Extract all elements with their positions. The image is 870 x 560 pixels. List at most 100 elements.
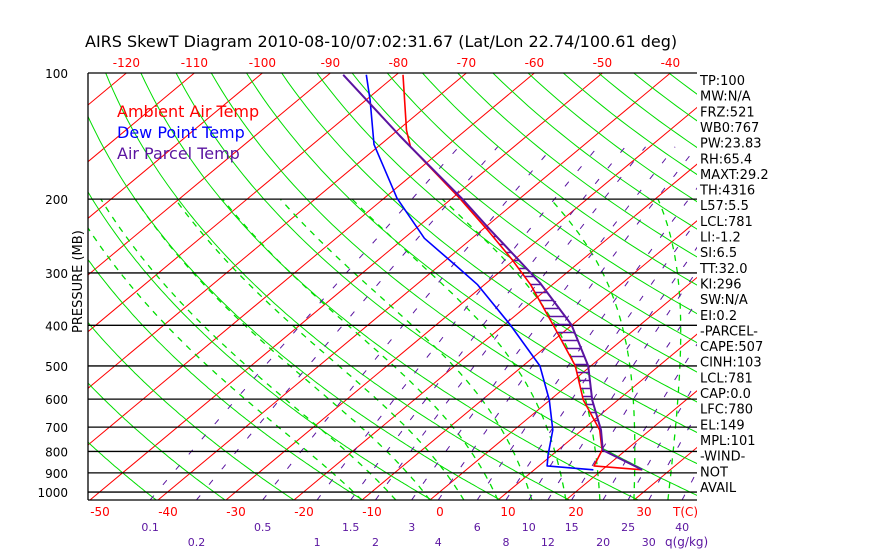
stat-item: LCL:781 bbox=[700, 371, 753, 386]
dry-adiabat-line bbox=[810, 73, 870, 500]
mixing-ratio-tick-label: 25 bbox=[621, 521, 635, 534]
pressure-tick-label: 800 bbox=[45, 445, 68, 459]
pressure-tick-label: 600 bbox=[45, 393, 68, 407]
mixing-ratio-line bbox=[505, 219, 697, 500]
stat-item: MAXT:29.2 bbox=[700, 168, 769, 183]
pressure-tick-label: 1000 bbox=[37, 486, 68, 500]
bottom-temp-tick-label: -20 bbox=[294, 505, 314, 519]
moist-adiabat-line bbox=[279, 198, 533, 500]
stats-panel: TP:100MW:N/AFRZ:521WB0:767PW:23.83RH:65.… bbox=[699, 74, 769, 496]
moist-adiabat-line bbox=[222, 198, 499, 500]
mixing-ratio-unit-label: q(g/kg) bbox=[665, 535, 708, 549]
mixing-ratio-tick-label: 1 bbox=[314, 536, 321, 549]
dry-adiabat-line bbox=[457, 73, 697, 258]
stat-item: PW:23.83 bbox=[700, 137, 762, 152]
stat-item: SW:N/A bbox=[700, 293, 748, 308]
dry-adiabat-line bbox=[88, 258, 364, 500]
mixing-ratio-line bbox=[476, 187, 697, 500]
pressure-tick-label: 900 bbox=[45, 467, 68, 481]
bottom-temp-tick-label: -50 bbox=[90, 505, 110, 519]
dry-adiabat-line bbox=[88, 441, 157, 500]
chart-title: AIRS SkewT Diagram 2010-08-10/07:02:31.6… bbox=[85, 32, 677, 51]
stat-item: CINH:103 bbox=[700, 356, 762, 371]
top-temp-tick-label: -80 bbox=[389, 56, 409, 70]
pressure-tick-label: 500 bbox=[45, 360, 68, 374]
isotherm-line bbox=[88, 73, 127, 106]
isotherm-line bbox=[88, 73, 331, 276]
moist-adiabat-line bbox=[351, 198, 567, 500]
stat-item: LFC:780 bbox=[700, 403, 753, 418]
stat-item: KI:296 bbox=[700, 277, 742, 292]
isotherm-line bbox=[89, 73, 603, 500]
stat-item: AVAIL bbox=[700, 481, 737, 496]
mixing-ratio-tick-label: 30 bbox=[642, 536, 656, 549]
legend-parcel: Air Parcel Temp bbox=[117, 144, 240, 163]
mixing-ratio-tick-label: 20 bbox=[596, 536, 610, 549]
bottom-temp-tick-label: -40 bbox=[158, 505, 178, 519]
isotherm-line bbox=[88, 73, 535, 446]
dry-adiabat-line bbox=[281, 73, 697, 403]
mixing-ratio-tick-label: 2 bbox=[372, 536, 379, 549]
pressure-tick-label: 200 bbox=[45, 193, 68, 207]
moist-adiabat-line bbox=[550, 198, 636, 500]
dry-adiabat-line bbox=[105, 73, 570, 500]
mixing-ratio-tick-label: 0.5 bbox=[254, 521, 272, 534]
mixing-ratio-tick-label: 6 bbox=[474, 521, 481, 534]
top-temp-tick-label: -120 bbox=[113, 56, 140, 70]
bottom-temp-tick-label: 20 bbox=[568, 505, 583, 519]
legend: Ambient Air Temp Dew Point Temp Air Parc… bbox=[117, 102, 259, 163]
top-temp-tick-label: -40 bbox=[661, 56, 681, 70]
isotherm-line bbox=[361, 220, 697, 500]
mixing-ratio-tick-label: 12 bbox=[541, 536, 555, 549]
pressure-tick-label: 300 bbox=[45, 267, 68, 281]
isotherm-line bbox=[88, 73, 195, 163]
grid-lines bbox=[0, 73, 870, 500]
moist-adiabat-line bbox=[441, 198, 601, 500]
stat-item: CAP:0.0 bbox=[700, 387, 751, 402]
top-temp-tick-label: -70 bbox=[457, 56, 477, 70]
isotherm-line bbox=[0, 73, 58, 500]
stat-item: -PARCEL- bbox=[700, 324, 758, 339]
stat-item: WB0:767 bbox=[700, 121, 759, 136]
dry-adiabat-line bbox=[88, 191, 432, 500]
axis-labels: 0.10.20.511.52346810121520253040q(g/kg)1… bbox=[37, 56, 708, 549]
mixing-ratio-tick-label: 4 bbox=[435, 536, 442, 549]
stat-item: LI:-1.2 bbox=[700, 231, 741, 246]
mixing-ratio-tick-label: 40 bbox=[675, 521, 689, 534]
isotherm-line bbox=[293, 163, 697, 500]
legend-dewpoint: Dew Point Temp bbox=[117, 123, 245, 142]
stat-item: MW:N/A bbox=[700, 90, 751, 105]
dry-adiabat-line bbox=[845, 73, 870, 500]
dry-adiabat-line bbox=[422, 73, 697, 286]
top-temp-tick-label: -100 bbox=[249, 56, 276, 70]
stat-item: -WIND- bbox=[700, 450, 746, 465]
mixing-ratio-tick-label: 0.1 bbox=[141, 521, 159, 534]
bottom-temp-tick-label: 30 bbox=[636, 505, 651, 519]
mixing-ratio-line bbox=[528, 246, 697, 500]
isotherm-line bbox=[225, 106, 697, 500]
mixing-ratio-tick-label: 8 bbox=[503, 536, 510, 549]
dry-adiabat-line bbox=[210, 73, 697, 465]
mixing-ratio-tick-label: 15 bbox=[565, 521, 579, 534]
bottom-temp-tick-label: 0 bbox=[436, 505, 444, 519]
legend-ambient: Ambient Air Temp bbox=[117, 102, 259, 121]
mixing-ratio-tick-label: 3 bbox=[408, 521, 415, 534]
stat-item: L57:5.5 bbox=[700, 199, 749, 214]
stat-item: TT:32.0 bbox=[699, 262, 748, 277]
mixing-ratio-line bbox=[547, 270, 697, 500]
stat-item: TH:4316 bbox=[699, 184, 755, 199]
dry-adiabat-line bbox=[316, 73, 697, 373]
dry-adiabat-line bbox=[351, 73, 697, 344]
stat-item: EI:0.2 bbox=[700, 309, 737, 324]
moist-adiabat-line bbox=[100, 198, 397, 500]
stat-item: CAPE:507 bbox=[700, 340, 763, 355]
stat-item: TP:100 bbox=[699, 74, 745, 89]
pressure-tick-label: 400 bbox=[45, 319, 68, 333]
isotherm-line bbox=[429, 276, 697, 500]
moist-adiabat-line bbox=[174, 198, 465, 500]
dry-adiabat-line bbox=[88, 382, 226, 500]
isotherm-line bbox=[157, 73, 671, 500]
stat-item: NOT bbox=[700, 465, 728, 480]
mixing-ratio-line bbox=[437, 146, 697, 500]
